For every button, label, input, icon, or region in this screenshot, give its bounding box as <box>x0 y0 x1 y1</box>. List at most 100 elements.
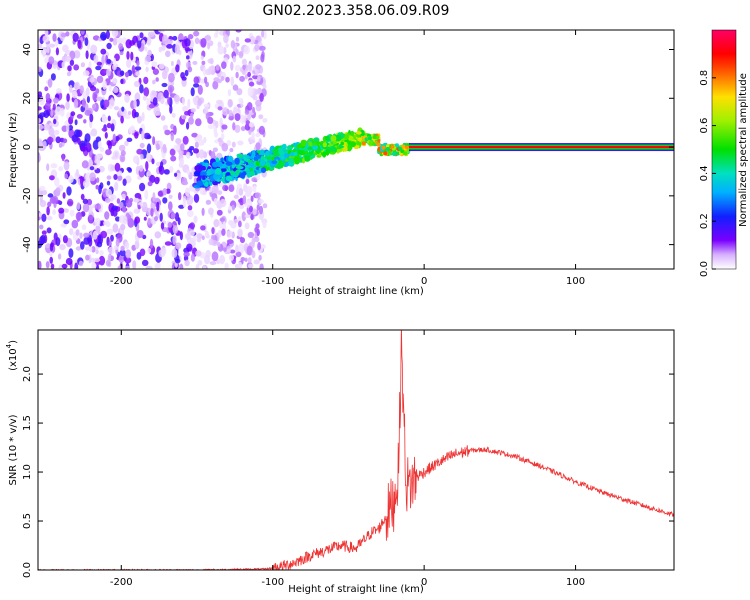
noise-speckle <box>253 259 260 265</box>
x-tick-label: -200 <box>110 276 133 287</box>
noise-speckle <box>58 142 63 148</box>
noise-speckle <box>158 63 165 70</box>
noise-speckle <box>129 197 134 203</box>
noise-speckle <box>93 165 98 170</box>
noise-speckle <box>179 157 185 167</box>
noise-speckle <box>169 148 176 156</box>
noise-speckle <box>252 106 256 114</box>
noise-speckle <box>259 92 264 102</box>
noise-speckle <box>202 265 207 269</box>
noise-speckle <box>55 237 61 247</box>
transition-blob <box>367 136 372 141</box>
noise-speckle <box>189 146 195 151</box>
noise-speckle <box>80 241 85 250</box>
colorbar-tick-label: 0.0 <box>699 261 710 277</box>
snr-background <box>38 330 674 570</box>
noise-speckle <box>248 139 256 144</box>
noise-speckle <box>197 84 203 95</box>
noise-speckle <box>103 220 107 226</box>
noise-speckle <box>156 201 160 212</box>
noise-speckle <box>85 142 92 153</box>
noise-speckle <box>145 66 149 73</box>
noise-speckle <box>38 260 42 269</box>
noise-speckle <box>170 212 176 220</box>
noise-speckle <box>125 249 132 259</box>
onset-blob <box>259 149 265 156</box>
noise-speckle <box>215 30 219 36</box>
noise-speckle <box>167 221 173 228</box>
onset-blob <box>255 154 261 159</box>
noise-speckle <box>45 93 51 101</box>
noise-speckle <box>142 95 147 101</box>
colorbar-ticks: 0.0 0.2 0.4 0.6 0.8 <box>699 70 716 277</box>
noise-speckle <box>38 66 42 72</box>
noise-speckle <box>193 83 200 88</box>
noise-speckle <box>101 127 108 132</box>
noise-speckle <box>208 238 214 246</box>
onset-blob <box>311 145 319 150</box>
noise-speckle <box>75 169 79 177</box>
noise-speckle <box>183 251 190 257</box>
onset-blob <box>198 165 206 171</box>
noise-speckle <box>113 106 120 111</box>
transition-blob <box>381 145 386 150</box>
noise-speckle <box>226 248 231 253</box>
noise-speckle <box>134 66 142 71</box>
noise-speckle <box>143 87 150 97</box>
colorbar-tick-label: 0.6 <box>699 118 710 134</box>
noise-speckle <box>106 58 112 65</box>
noise-speckle <box>112 208 118 217</box>
onset-blob <box>259 159 266 167</box>
noise-speckle <box>67 65 72 72</box>
transition-blob <box>386 147 390 151</box>
noise-speckle <box>246 245 253 256</box>
noise-speckle <box>152 79 156 85</box>
noise-speckle <box>249 35 256 45</box>
onset-blob <box>271 156 275 162</box>
noise-speckle <box>40 234 46 245</box>
noise-speckle <box>62 235 68 244</box>
noise-speckle <box>120 245 125 252</box>
noise-speckle <box>96 61 103 66</box>
noise-speckle <box>44 86 49 92</box>
noise-speckle <box>107 140 112 150</box>
onset-blob <box>300 139 308 147</box>
onset-blob <box>248 162 254 167</box>
noise-speckle <box>124 140 129 147</box>
noise-speckle <box>244 38 251 43</box>
noise-speckle <box>220 76 225 81</box>
spectrogram-frame <box>37 29 675 270</box>
noise-speckle <box>95 265 100 269</box>
noise-speckle <box>186 243 193 252</box>
noise-speckle <box>81 224 87 231</box>
noise-speckle <box>221 124 228 130</box>
noise-speckle <box>134 80 140 88</box>
transition-blob <box>398 146 403 151</box>
noise-speckle <box>102 80 107 90</box>
noise-speckle <box>101 55 105 66</box>
noise-speckle <box>66 71 71 77</box>
noise-speckle <box>190 112 194 119</box>
noise-speckle <box>217 190 223 196</box>
noise-speckle <box>44 57 50 64</box>
noise-speckle <box>169 165 174 173</box>
onset-blob <box>204 181 209 187</box>
onset-blob <box>292 142 298 147</box>
noise-speckle <box>137 204 141 210</box>
noise-speckle <box>74 262 79 269</box>
noise-speckle <box>172 225 179 234</box>
noise-speckle <box>45 261 50 269</box>
noise-speckle <box>48 56 55 65</box>
noise-speckle <box>217 229 222 238</box>
noise-speckle <box>218 182 224 187</box>
noise-speckle <box>193 148 199 154</box>
noise-speckle <box>88 246 93 252</box>
noise-speckle <box>71 134 79 143</box>
noise-speckle <box>238 188 244 196</box>
noise-speckle <box>95 65 102 71</box>
noise-speckle <box>174 44 180 55</box>
noise-speckle <box>251 131 255 140</box>
noise-speckle <box>125 39 132 49</box>
noise-speckle <box>175 242 182 250</box>
